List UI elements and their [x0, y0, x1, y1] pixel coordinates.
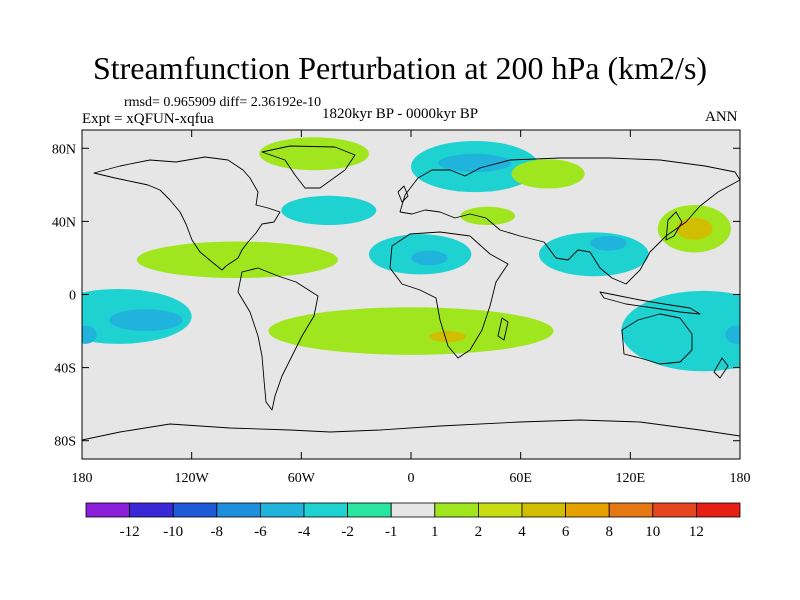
colorbar-label-9: 4	[518, 524, 526, 540]
x-tick-label-1: 120W	[175, 471, 210, 486]
time-range-label: 1820kyr BP - 0000kyr BP	[322, 106, 479, 122]
map-background	[82, 130, 740, 459]
contour-region-8	[590, 236, 627, 251]
y-axis: 80N 40N 0 40S 80S	[52, 142, 740, 450]
colorbar-label-12: 10	[645, 524, 660, 540]
colorbar-swatch-7	[390, 502, 436, 518]
colorbar-label-1: -10	[163, 524, 183, 540]
x-tick-label-5: 120E	[616, 471, 646, 486]
y-tick-label-1: 40N	[52, 215, 76, 230]
y-tick-label-3: 40S	[54, 362, 76, 377]
contour-region-17	[511, 159, 585, 189]
x-tick-label-2: 60W	[288, 471, 316, 486]
contour-region-12	[136, 241, 338, 279]
colorbar-label-7: 1	[431, 524, 439, 540]
colorbar-label-5: -2	[341, 524, 354, 540]
stats-text: rmsd= 0.965909 diff= 2.36192e-10	[124, 95, 322, 110]
contour-region-16	[460, 206, 516, 226]
season-label: ANN	[705, 109, 738, 125]
colorbar-swatch-10	[521, 502, 566, 518]
colorbar-label-3: -6	[254, 524, 267, 540]
contour-region-11	[725, 325, 740, 344]
y-tick-label-2: 0	[69, 289, 76, 304]
contour-region-4	[281, 195, 377, 226]
contour-region-19	[676, 217, 713, 240]
colorbar-label-8: 2	[475, 524, 483, 540]
contour-region-14	[429, 331, 466, 343]
colorbar-swatch-2	[172, 502, 218, 518]
colorbar-swatch-11	[565, 502, 610, 518]
x-tick-label-6: 180	[730, 471, 751, 486]
colorbar-label-6: -1	[385, 524, 398, 540]
contour-region-10	[82, 325, 97, 344]
colorbar-swatch-9	[477, 502, 523, 518]
x-axis: 180 120W 60W 0 60E 120E 180	[72, 130, 751, 486]
colorbar-label-2: -8	[211, 524, 224, 540]
coastlines	[82, 145, 740, 441]
y-tick-label-4: 80S	[54, 435, 76, 450]
colorbar-swatch-8	[434, 502, 479, 518]
contour-region-6	[109, 309, 183, 332]
x-tick-label-4: 60E	[509, 471, 532, 486]
colorbar-label-10: 6	[562, 524, 570, 540]
colorbar-swatch-6	[347, 502, 392, 518]
contour-region-13	[268, 307, 554, 355]
colorbar-swatch-5	[303, 502, 348, 518]
colorbar-label-11: 8	[605, 524, 613, 540]
colorbar-label-0: -12	[120, 524, 140, 540]
contour-region-9	[621, 290, 740, 372]
colorbar-swatch-3	[216, 502, 261, 518]
y-tick-label-0: 80N	[52, 142, 76, 157]
colorbar: -12 -10 -8 -6 -4 -2 -1 1 2 4 6 8 10 12	[85, 502, 741, 540]
experiment-label: Expt = xQFUN-xqfua	[82, 111, 214, 127]
colorbar-swatch-13	[652, 502, 697, 518]
colorbar-swatch-14	[696, 502, 741, 518]
contour-region-3	[438, 153, 512, 173]
colorbar-label-13: 12	[689, 524, 704, 540]
colorbar-label-4: -4	[298, 524, 311, 540]
x-tick-label-3: 0	[408, 471, 415, 486]
x-tick-label-0: 180	[72, 471, 93, 486]
colorbar-swatch-1	[129, 502, 174, 518]
colorbar-swatch-0	[85, 502, 130, 518]
colorbar-swatch-4	[259, 502, 305, 518]
colorbar-swatch-12	[608, 502, 654, 518]
contour-region-1	[411, 250, 448, 266]
chart-title: Streamfunction Perturbation at 200 hPa (…	[92, 50, 708, 86]
contour-regions	[82, 137, 740, 372]
